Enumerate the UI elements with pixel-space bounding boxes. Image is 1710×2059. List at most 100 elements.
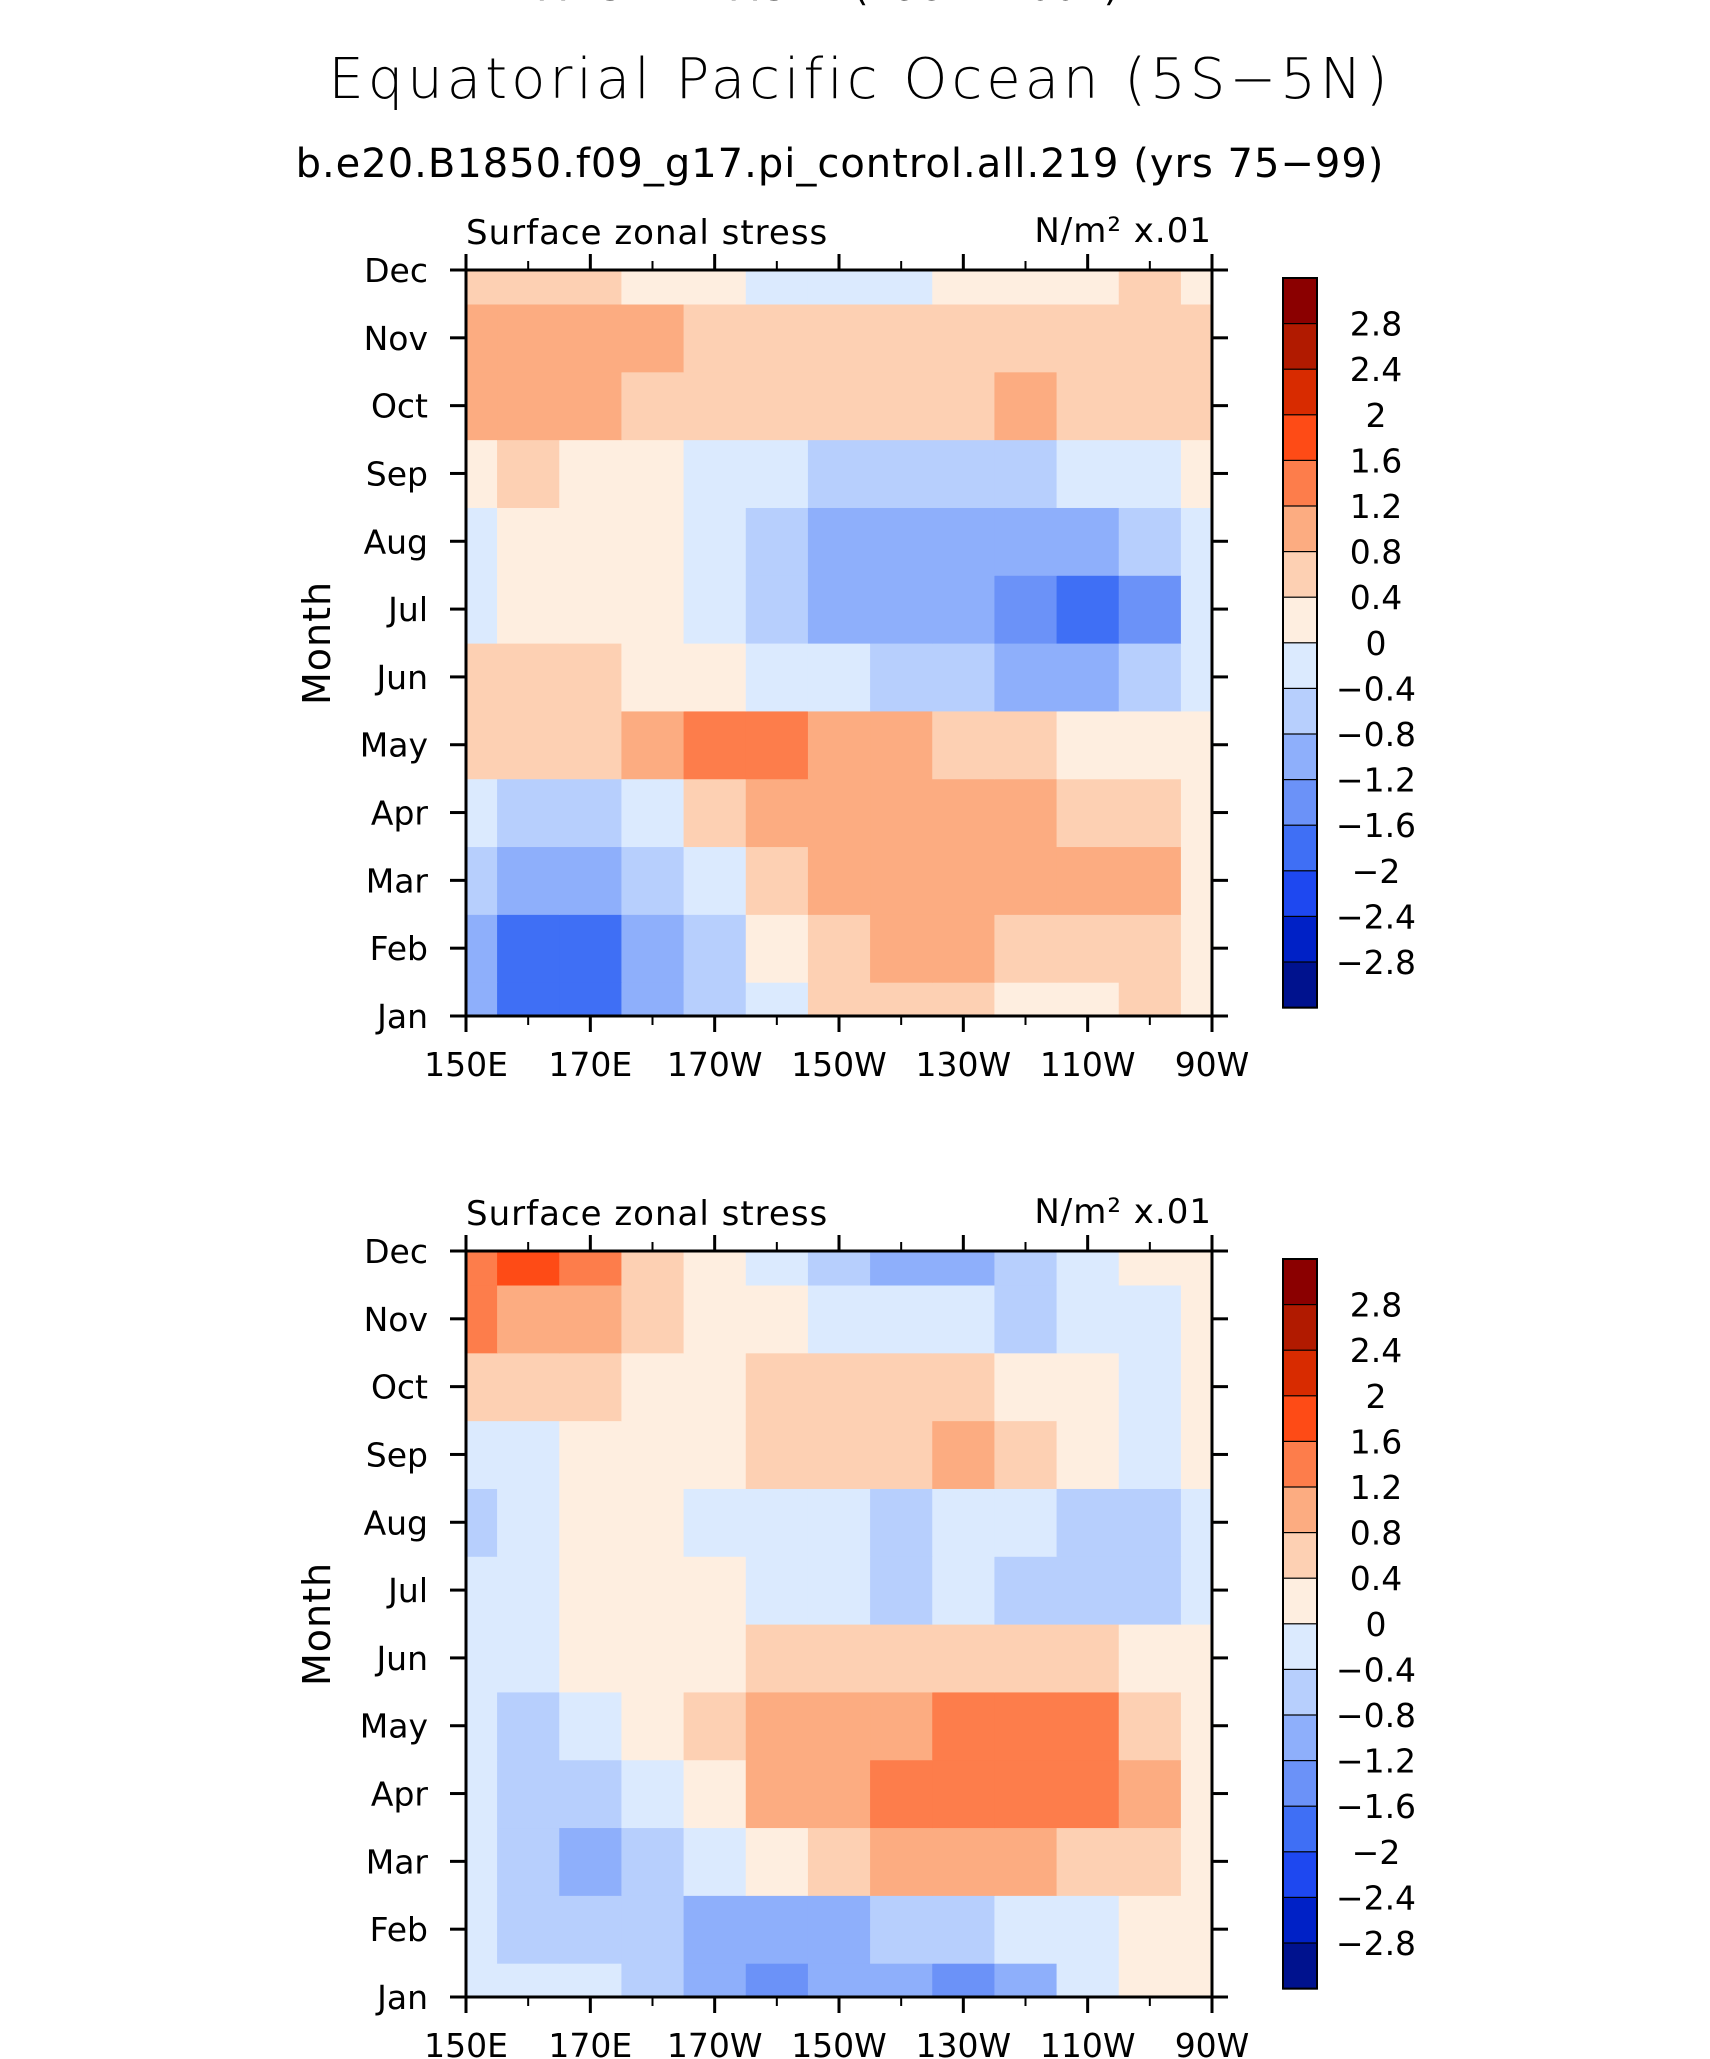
heatmap-cell <box>466 575 498 644</box>
heatmap-cell <box>559 575 623 644</box>
heatmap-cell <box>1118 1759 1182 1829</box>
heatmap-cell <box>807 371 871 441</box>
heatmap-cell <box>807 303 871 373</box>
colorbar-box <box>1282 870 1318 918</box>
heatmap-cell <box>994 982 1058 1016</box>
colorbar-box <box>1282 323 1318 371</box>
heatmap-cell <box>745 643 809 712</box>
heatmap-cell <box>1056 371 1120 441</box>
heatmap-cell <box>932 710 996 780</box>
heatmap-cell <box>1056 1284 1120 1354</box>
heatmap-cell <box>1118 710 1182 780</box>
heatmap-cell <box>994 1895 1058 1964</box>
heatmap-cell <box>466 303 498 373</box>
heatmap-cell <box>870 1488 933 1557</box>
heatmap-cell <box>870 1963 933 1997</box>
heatmap-cell <box>1180 1895 1212 1964</box>
heatmap-cell <box>870 846 933 915</box>
heatmap-cell <box>1118 303 1182 373</box>
heatmap-cell <box>745 1624 809 1693</box>
heatmap-cell <box>807 1488 871 1557</box>
heatmap-cell <box>807 846 871 915</box>
heatmap-cell <box>807 270 871 305</box>
heatmap-cell <box>621 1284 685 1354</box>
colorbar-box <box>1282 505 1318 553</box>
heatmap-cell <box>683 1895 747 1964</box>
heatmap-cell <box>1180 1963 1212 1997</box>
heatmap-cell <box>1056 643 1120 712</box>
heatmap-cell <box>1056 507 1120 576</box>
heatmap-cell <box>1180 439 1212 508</box>
x-tick-label: 90W <box>1175 2026 1250 2059</box>
heatmap-cell <box>745 507 809 576</box>
colorbar-box <box>1282 1258 1318 1306</box>
heatmap-cell <box>497 1251 560 1286</box>
heatmap-cell <box>621 371 685 441</box>
heatmap-cell <box>1180 1556 1212 1625</box>
heatmap-cell <box>745 1420 809 1489</box>
heatmap-cell <box>994 1827 1058 1896</box>
heatmap-cell <box>497 982 560 1016</box>
y-axis-label: Month <box>295 581 339 705</box>
heatmap-cell <box>1180 371 1212 441</box>
heatmap-cell <box>559 778 623 848</box>
heatmap-cell <box>683 1827 747 1896</box>
x-tick-label: 170E <box>548 1045 632 1084</box>
heatmap-cell <box>1056 778 1120 848</box>
colorbar-box <box>1282 733 1318 781</box>
y-tick-label: May <box>360 726 428 765</box>
heatmap-cell <box>870 914 933 983</box>
heatmap-cell <box>994 439 1058 508</box>
left-string: Surface zonal stress <box>466 1194 828 1234</box>
colorbar-box <box>1282 1440 1318 1489</box>
heatmap-cell <box>621 1759 685 1829</box>
colorbar-tick-label: −0.4 <box>1336 669 1416 708</box>
heatmap-cell <box>807 1352 871 1422</box>
colorbar-box <box>1282 824 1318 872</box>
heatmap-cell <box>466 982 498 1016</box>
heatmap-cell <box>745 914 809 983</box>
y-tick-label: Feb <box>370 1910 428 1949</box>
heatmap-cell <box>1118 371 1182 441</box>
x-tick-label: 170E <box>548 2026 632 2059</box>
colorbar-tick-label: −1.2 <box>1336 1742 1416 1781</box>
heatmap-cell <box>870 1624 933 1693</box>
heatmap-cell <box>683 1556 747 1625</box>
heatmap-cell <box>621 1624 685 1693</box>
heatmap-cell <box>807 914 871 983</box>
heatmap-cell <box>559 507 623 576</box>
heatmap-cell <box>497 778 560 848</box>
colorbar-tick-label: 2.8 <box>1350 1286 1402 1325</box>
heatmap-cell <box>745 1251 809 1286</box>
colorbar-box <box>1282 961 1318 1009</box>
heatmap-cell <box>1056 575 1120 644</box>
colorbar-tick-label: 1.6 <box>1350 1422 1402 1461</box>
heatmap-cell <box>497 643 560 712</box>
heatmap-cell <box>745 1488 809 1557</box>
colorbar-box <box>1282 1851 1318 1899</box>
heatmap-cell <box>559 914 623 983</box>
heatmap-cell <box>994 643 1058 712</box>
heatmap-cell <box>1118 982 1182 1016</box>
heatmap-cell <box>1180 1691 1212 1761</box>
colorbar-tick-label: 0.4 <box>1350 1559 1402 1598</box>
heatmap-cell <box>932 270 996 305</box>
heatmap-cell <box>745 303 809 373</box>
heatmap-cell <box>807 1895 871 1964</box>
heatmap-cell <box>1118 1251 1182 1286</box>
heatmap-cells <box>466 270 1212 1016</box>
y-tick-label: Dec <box>364 1232 428 1271</box>
colorbar-tick-label: −2 <box>1352 1833 1401 1872</box>
heatmap-cell <box>994 778 1058 848</box>
heatmap-cell <box>932 1759 996 1829</box>
heatmap-cell <box>497 270 560 305</box>
heatmap-cell <box>466 1963 498 1997</box>
heatmap-cell <box>466 1624 498 1693</box>
left-string: Surface zonal stress <box>466 213 828 253</box>
colorbar: 2.8 2.4 2 1.6 1.2 0.8 0.4 0 −0.4 −0.8 −1.2 −1.6 −2 −2… <box>1282 1258 1416 1990</box>
heatmap-cell <box>745 1284 809 1354</box>
heatmap-cell <box>466 643 498 712</box>
colorbar-box <box>1282 1303 1318 1352</box>
y-tick-label: Mar <box>366 861 429 900</box>
colorbar-frame <box>1282 277 1318 1009</box>
